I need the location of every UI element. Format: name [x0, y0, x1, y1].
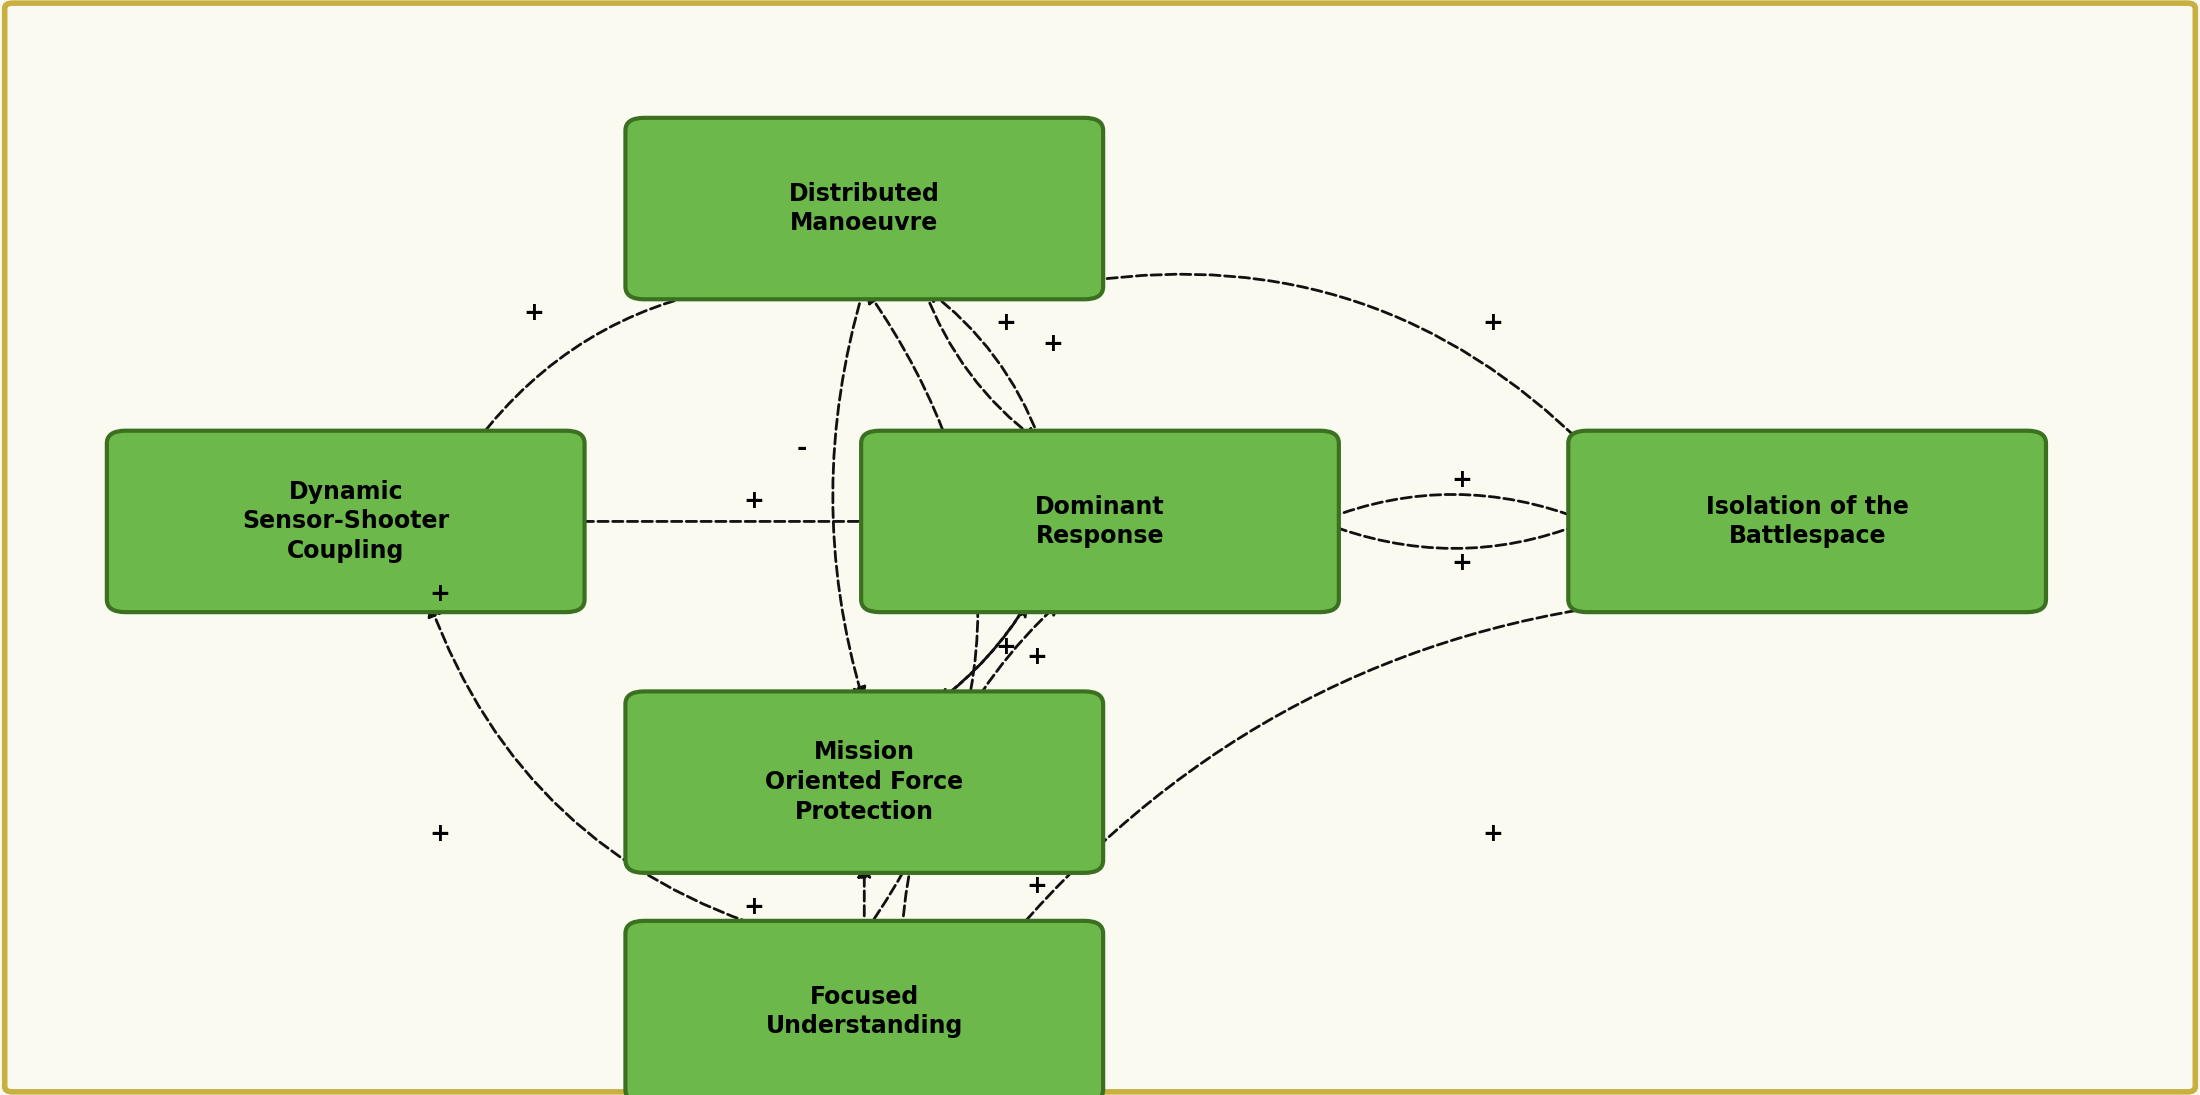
Text: +: + [1483, 822, 1503, 846]
Text: +: + [994, 311, 1016, 335]
FancyArrowPatch shape [902, 603, 1058, 931]
Text: Focused
Understanding: Focused Understanding [766, 984, 964, 1038]
Text: -: - [796, 437, 807, 460]
Text: +: + [429, 583, 451, 607]
Text: +: + [524, 301, 546, 325]
FancyArrowPatch shape [928, 290, 1041, 440]
Text: Distributed
Manoeuvre: Distributed Manoeuvre [790, 182, 939, 235]
FancyArrowPatch shape [429, 606, 779, 933]
FancyBboxPatch shape [625, 118, 1102, 299]
Text: +: + [1483, 311, 1503, 335]
Text: +: + [1043, 332, 1063, 356]
FancyBboxPatch shape [1569, 430, 2046, 612]
FancyArrowPatch shape [1322, 522, 1582, 549]
Text: Isolation of the
Battlespace: Isolation of the Battlespace [1705, 495, 1910, 549]
FancyArrowPatch shape [858, 866, 869, 931]
FancyArrowPatch shape [924, 289, 1036, 440]
FancyArrowPatch shape [1016, 596, 1650, 931]
FancyArrowPatch shape [568, 516, 873, 527]
FancyArrowPatch shape [939, 602, 1027, 701]
Text: +: + [1452, 551, 1472, 575]
FancyBboxPatch shape [625, 691, 1102, 873]
FancyArrowPatch shape [937, 604, 1025, 702]
Text: +: + [1027, 875, 1047, 898]
FancyBboxPatch shape [625, 921, 1102, 1095]
FancyArrowPatch shape [1324, 495, 1584, 520]
Text: +: + [744, 488, 766, 512]
FancyArrowPatch shape [867, 291, 977, 931]
FancyBboxPatch shape [860, 430, 1340, 612]
Text: Dynamic
Sensor-Shooter
Coupling: Dynamic Sensor-Shooter Coupling [242, 480, 449, 563]
Text: +: + [744, 896, 766, 920]
FancyArrowPatch shape [477, 284, 728, 441]
Text: Mission
Oriented Force
Protection: Mission Oriented Force Protection [766, 740, 964, 823]
Text: +: + [994, 635, 1016, 658]
FancyBboxPatch shape [108, 430, 585, 612]
Text: +: + [429, 822, 451, 846]
Text: Dominant
Response: Dominant Response [1036, 495, 1164, 549]
Text: +: + [1452, 468, 1472, 492]
FancyArrowPatch shape [834, 289, 865, 699]
FancyArrowPatch shape [1091, 274, 1586, 447]
FancyBboxPatch shape [4, 3, 2196, 1092]
Text: +: + [1027, 645, 1047, 669]
